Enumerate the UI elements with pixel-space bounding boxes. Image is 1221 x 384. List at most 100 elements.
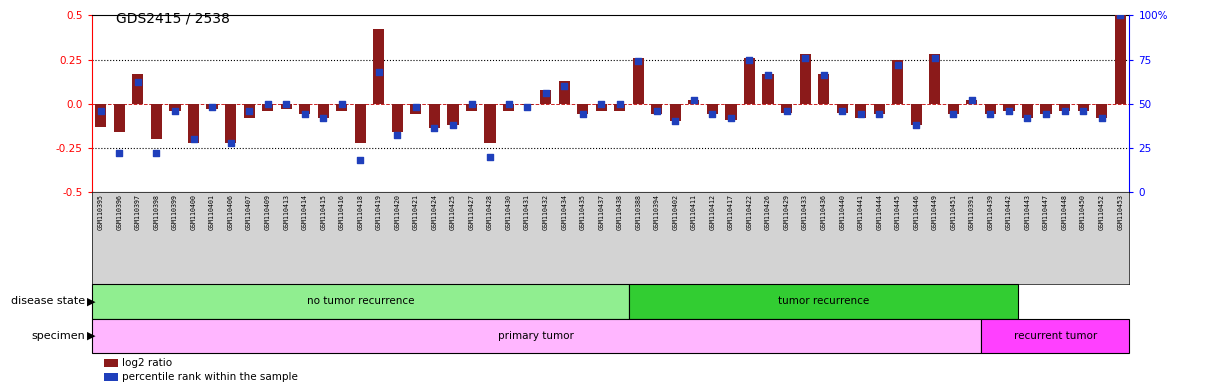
- Text: GSM110445: GSM110445: [895, 194, 901, 230]
- Bar: [929, 54, 940, 104]
- Point: [1073, 108, 1093, 114]
- Text: GSM110439: GSM110439: [988, 194, 994, 230]
- Text: GSM110451: GSM110451: [950, 194, 956, 230]
- Text: GSM110447: GSM110447: [1043, 194, 1049, 230]
- Point: [1055, 108, 1074, 114]
- Text: GSM110443: GSM110443: [1024, 194, 1031, 230]
- Bar: [744, 58, 755, 104]
- Text: GSM110452: GSM110452: [1099, 194, 1105, 230]
- Bar: [614, 104, 625, 111]
- Point: [999, 108, 1018, 114]
- Bar: [762, 74, 774, 104]
- Bar: [243, 104, 255, 118]
- Bar: [317, 104, 328, 118]
- Text: GSM110407: GSM110407: [247, 194, 252, 230]
- Bar: [596, 104, 607, 111]
- Point: [1018, 115, 1038, 121]
- Text: GSM110406: GSM110406: [227, 194, 233, 230]
- Bar: [982, 319, 1129, 353]
- Bar: [985, 104, 996, 114]
- Text: GSM110425: GSM110425: [451, 194, 455, 230]
- Text: GSM110409: GSM110409: [265, 194, 271, 230]
- Point: [462, 101, 481, 107]
- Text: GSM110421: GSM110421: [413, 194, 419, 230]
- Text: GSM110419: GSM110419: [376, 194, 382, 230]
- Text: GSM110397: GSM110397: [134, 194, 140, 230]
- Bar: [1078, 104, 1089, 111]
- Bar: [299, 104, 310, 114]
- Text: GSM110427: GSM110427: [469, 194, 475, 230]
- Bar: [355, 104, 366, 142]
- Bar: [1022, 104, 1033, 118]
- Point: [407, 104, 426, 110]
- Bar: [874, 104, 885, 114]
- Point: [425, 125, 444, 131]
- Point: [350, 157, 370, 163]
- Point: [888, 62, 907, 68]
- Point: [203, 104, 222, 110]
- Point: [128, 79, 148, 86]
- Point: [740, 56, 759, 63]
- Text: GSM110440: GSM110440: [839, 194, 845, 230]
- Text: disease state: disease state: [11, 296, 85, 306]
- Bar: [281, 104, 292, 109]
- Text: GSM110430: GSM110430: [505, 194, 512, 230]
- Text: GSM110395: GSM110395: [98, 194, 104, 230]
- Point: [814, 72, 834, 78]
- Text: GSM110417: GSM110417: [728, 194, 734, 230]
- Bar: [632, 58, 643, 104]
- Text: GSM110442: GSM110442: [1006, 194, 1012, 230]
- Text: ▶: ▶: [87, 331, 95, 341]
- Text: GSM110444: GSM110444: [877, 194, 883, 230]
- Text: GSM110413: GSM110413: [283, 194, 289, 230]
- Text: GSM110411: GSM110411: [691, 194, 697, 230]
- Bar: [114, 104, 125, 132]
- Point: [165, 108, 184, 114]
- Bar: [781, 104, 792, 113]
- Text: GSM110391: GSM110391: [969, 194, 974, 230]
- Text: GSM110401: GSM110401: [209, 194, 215, 230]
- Bar: [92, 284, 629, 319]
- Point: [833, 108, 852, 114]
- Bar: [966, 100, 978, 104]
- Point: [722, 115, 741, 121]
- Point: [110, 150, 129, 156]
- Point: [443, 122, 463, 128]
- Text: GSM110437: GSM110437: [598, 194, 604, 230]
- Point: [1110, 12, 1129, 18]
- Point: [962, 97, 982, 103]
- Bar: [188, 104, 199, 142]
- Text: GSM110436: GSM110436: [821, 194, 827, 230]
- Point: [239, 108, 259, 114]
- Bar: [559, 81, 570, 104]
- Text: GSM110434: GSM110434: [562, 194, 568, 230]
- Bar: [1004, 104, 1015, 111]
- Bar: [392, 104, 403, 132]
- Point: [183, 136, 203, 142]
- Point: [702, 111, 722, 118]
- Point: [573, 111, 592, 118]
- Text: GSM110420: GSM110420: [394, 194, 400, 230]
- Bar: [132, 74, 144, 104]
- Text: recurrent tumor: recurrent tumor: [1013, 331, 1096, 341]
- Bar: [447, 104, 459, 125]
- Text: GSM110429: GSM110429: [784, 194, 790, 230]
- Bar: [855, 104, 866, 118]
- Text: GSM110402: GSM110402: [673, 194, 679, 230]
- Point: [906, 122, 926, 128]
- Point: [258, 101, 277, 107]
- Text: no tumor recurrence: no tumor recurrence: [306, 296, 414, 306]
- Point: [92, 108, 111, 114]
- Text: GSM110394: GSM110394: [653, 194, 659, 230]
- Point: [665, 118, 685, 124]
- Point: [629, 58, 648, 65]
- Bar: [629, 284, 1018, 319]
- Point: [147, 150, 166, 156]
- Point: [1037, 111, 1056, 118]
- Bar: [503, 104, 514, 111]
- Text: GSM110450: GSM110450: [1081, 194, 1087, 230]
- Point: [647, 108, 667, 114]
- Text: GSM110400: GSM110400: [190, 194, 197, 230]
- Point: [926, 55, 945, 61]
- Point: [869, 111, 889, 118]
